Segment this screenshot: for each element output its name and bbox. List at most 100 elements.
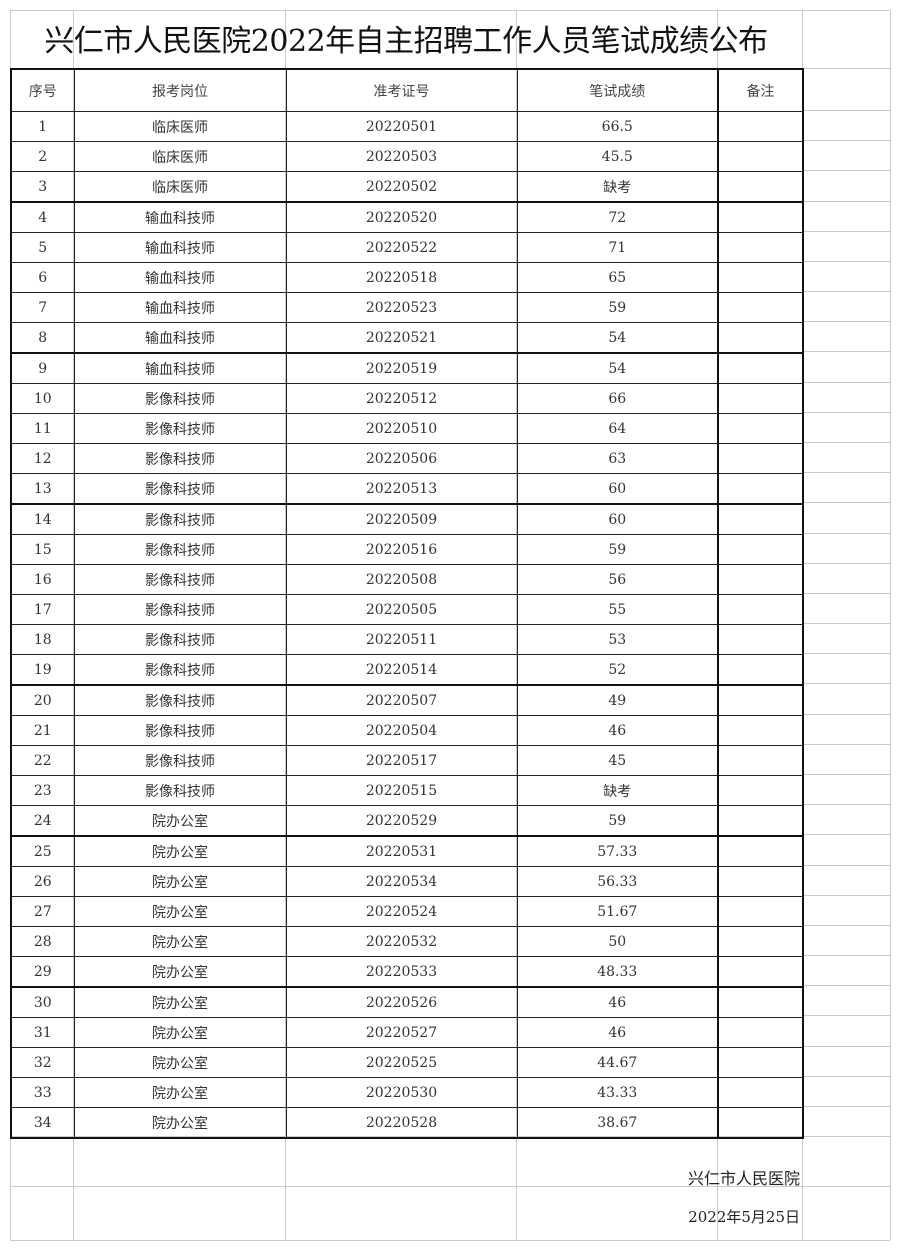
table-row: 6 输血科技师 20220518 65 <box>10 262 804 293</box>
cell-position: 影像科技师 <box>73 715 287 746</box>
cell-exam-id: 20220517 <box>285 745 518 776</box>
cell-score: 45.5 <box>516 141 719 172</box>
cell-exam-id: 20220509 <box>285 503 518 535</box>
cell-remark <box>717 413 804 444</box>
cell-remark <box>717 684 804 716</box>
cell-position: 院办公室 <box>73 835 287 867</box>
cell-score: 38.67 <box>516 1107 719 1139</box>
gridline <box>802 985 890 987</box>
table-row: 31 院办公室 20220527 46 <box>10 1017 804 1048</box>
cell-index: 14 <box>10 503 75 535</box>
gridline <box>802 381 890 383</box>
table-row: 32 院办公室 20220525 44.67 <box>10 1047 804 1078</box>
cell-index: 8 <box>10 322 75 354</box>
table-row: 16 影像科技师 20220508 56 <box>10 564 804 595</box>
gridline <box>802 804 890 806</box>
footer-org: 兴仁市人民医院 <box>687 1169 800 1188</box>
cell-index: 27 <box>10 896 75 927</box>
table-row: 25 院办公室 20220531 57.33 <box>10 835 804 867</box>
cell-index: 18 <box>10 624 75 655</box>
cell-position: 院办公室 <box>73 1047 287 1078</box>
table-row: 11 影像科技师 20220510 64 <box>10 413 804 444</box>
cell-score: 51.67 <box>516 896 719 927</box>
cell-position: 院办公室 <box>73 1017 287 1048</box>
gridline <box>802 864 890 866</box>
cell-position: 院办公室 <box>73 1077 287 1108</box>
cell-score: 71 <box>516 232 719 263</box>
cell-position: 院办公室 <box>73 866 287 897</box>
cell-remark <box>717 926 804 957</box>
cell-remark <box>717 534 804 565</box>
cell-remark <box>717 715 804 746</box>
cell-position: 影像科技师 <box>73 594 287 625</box>
header-exam-id: 准考证号 <box>285 68 518 112</box>
gridline <box>802 260 890 262</box>
cell-score: 60 <box>516 503 719 535</box>
gridline <box>802 1015 890 1017</box>
cell-remark <box>717 322 804 354</box>
cell-index: 23 <box>10 775 75 806</box>
cell-exam-id: 20220526 <box>285 986 518 1018</box>
cell-index: 7 <box>10 292 75 323</box>
cell-exam-id: 20220533 <box>285 956 518 988</box>
gridline <box>802 1075 890 1077</box>
cell-exam-id: 20220524 <box>285 896 518 927</box>
table-row: 28 院办公室 20220532 50 <box>10 926 804 957</box>
cell-exam-id: 20220534 <box>285 866 518 897</box>
cell-index: 22 <box>10 745 75 776</box>
cell-position: 临床医师 <box>73 171 287 203</box>
table-row: 14 影像科技师 20220509 60 <box>10 503 804 535</box>
gridline <box>802 773 890 775</box>
cell-exam-id: 20220510 <box>285 413 518 444</box>
cell-remark <box>717 805 804 837</box>
cell-score: 53 <box>516 624 719 655</box>
cell-score: 48.33 <box>516 956 719 988</box>
cell-exam-id: 20220518 <box>285 262 518 293</box>
cell-position: 影像科技师 <box>73 564 287 595</box>
cell-exam-id: 20220504 <box>285 715 518 746</box>
cell-position: 输血科技师 <box>73 232 287 263</box>
cell-remark <box>717 835 804 867</box>
gridline <box>802 683 890 685</box>
table-row: 17 影像科技师 20220505 55 <box>10 594 804 625</box>
cell-position: 影像科技师 <box>73 473 287 505</box>
cell-exam-id: 20220528 <box>285 1107 518 1139</box>
gridline <box>802 924 890 926</box>
cell-exam-id: 20220531 <box>285 835 518 867</box>
cell-position: 输血科技师 <box>73 352 287 384</box>
cell-score: 54 <box>516 352 719 384</box>
table-row: 12 影像科技师 20220506 63 <box>10 443 804 474</box>
gridline <box>802 713 890 715</box>
cell-remark <box>717 1107 804 1139</box>
cell-index: 30 <box>10 986 75 1018</box>
cell-score: 43.33 <box>516 1077 719 1108</box>
cell-index: 11 <box>10 413 75 444</box>
cell-remark <box>717 564 804 595</box>
gridline <box>802 894 890 896</box>
cell-remark <box>717 896 804 927</box>
header-position: 报考岗位 <box>73 68 287 112</box>
gridline <box>802 834 890 836</box>
cell-exam-id: 20220508 <box>285 564 518 595</box>
cell-score: 60 <box>516 473 719 505</box>
table-header: 序号 报考岗位 准考证号 笔试成绩 备注 <box>10 68 804 112</box>
cell-exam-id: 20220502 <box>285 171 518 203</box>
cell-index: 24 <box>10 805 75 837</box>
cell-position: 院办公室 <box>73 986 287 1018</box>
cell-index: 34 <box>10 1107 75 1139</box>
table-row: 10 影像科技师 20220512 66 <box>10 383 804 414</box>
cell-exam-id: 20220515 <box>285 775 518 806</box>
header-index: 序号 <box>10 68 75 112</box>
gridline <box>802 140 890 142</box>
cell-remark <box>717 1047 804 1078</box>
cell-position: 院办公室 <box>73 896 287 927</box>
gridline <box>890 10 891 1240</box>
cell-remark <box>717 171 804 203</box>
cell-index: 6 <box>10 262 75 293</box>
cell-index: 16 <box>10 564 75 595</box>
cell-exam-id: 20220506 <box>285 443 518 474</box>
table-row: 19 影像科技师 20220514 52 <box>10 654 804 686</box>
cell-index: 21 <box>10 715 75 746</box>
cell-exam-id: 20220516 <box>285 534 518 565</box>
cell-exam-id: 20220507 <box>285 684 518 716</box>
